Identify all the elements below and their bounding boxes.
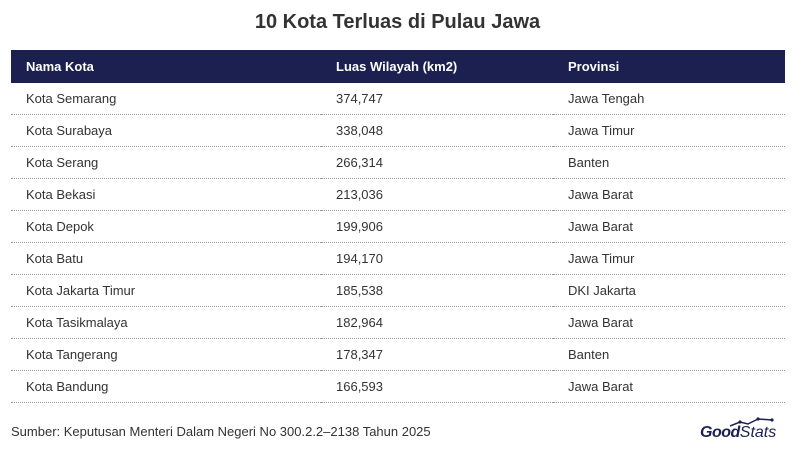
cell-area: 338,048 [321, 114, 553, 147]
table-row: Kota Bekasi 213,036 Jawa Barat [11, 178, 785, 211]
cell-city: Kota Surabaya [11, 114, 321, 147]
column-header-province: Provinsi [568, 59, 620, 74]
cell-province: Jawa Barat [553, 306, 785, 339]
logo-stats: Stats [739, 424, 777, 441]
cell-city: Kota Depok [11, 210, 321, 243]
table-row: Kota Bandung 166,593 Jawa Barat [11, 370, 785, 403]
cell-city: Kota Batu [11, 242, 321, 275]
table-header: Nama Kota Luas Wilayah (km2) Provinsi [11, 50, 785, 83]
cell-city: Kota Tangerang [11, 338, 321, 371]
cell-city: Kota Bekasi [11, 178, 321, 211]
cell-province: Jawa Barat [553, 210, 785, 243]
cell-area: 182,964 [321, 306, 553, 339]
goodstats-logo: GoodStats [700, 417, 788, 445]
logo-text: GoodStats [700, 424, 776, 442]
column-header-city: Nama Kota [26, 59, 94, 74]
table-row: Kota Tasikmalaya 182,964 Jawa Barat [11, 306, 785, 339]
cell-area: 374,747 [321, 83, 553, 115]
table-row: Kota Jakarta Timur 185,538 DKI Jakarta [11, 274, 785, 307]
column-header-area: Luas Wilayah (km2) [336, 59, 458, 74]
table-row: Kota Batu 194,170 Jawa Timur [11, 242, 785, 275]
chart-title: 10 Kota Terluas di Pulau Jawa [254, 11, 541, 33]
cell-city: Kota Bandung [11, 370, 321, 403]
table-row: Kota Surabaya 338,048 Jawa Timur [11, 114, 785, 147]
cell-city: Kota Semarang [11, 83, 321, 115]
cell-province: Banten [553, 338, 785, 371]
logo-good: Good [700, 424, 740, 441]
source-note: Sumber: Keputusan Menteri Dalam Negeri N… [11, 424, 431, 439]
trend-line-icon [729, 417, 774, 427]
cell-area: 194,170 [321, 242, 553, 275]
cell-area: 213,036 [321, 178, 553, 211]
cell-province: Jawa Timur [553, 242, 785, 275]
cell-province: Jawa Tengah [553, 83, 785, 115]
cell-area: 185,538 [321, 274, 553, 307]
cell-area: 178,347 [321, 338, 553, 371]
table-row: Kota Semarang 374,747 Jawa Tengah [11, 83, 785, 115]
cell-province: Jawa Barat [553, 370, 785, 403]
cell-city: Kota Jakarta Timur [11, 274, 321, 307]
cell-province: DKI Jakarta [553, 274, 785, 307]
table-row: Kota Serang 266,314 Banten [11, 146, 785, 179]
cell-area: 199,906 [321, 210, 553, 243]
table-row: Kota Tangerang 178,347 Banten [11, 338, 785, 371]
cell-province: Banten [553, 146, 785, 179]
table-row: Kota Depok 199,906 Jawa Barat [11, 210, 785, 243]
data-table: Nama Kota Luas Wilayah (km2) Provinsi Ko… [11, 50, 785, 403]
cell-province: Jawa Timur [553, 114, 785, 147]
cell-city: Kota Tasikmalaya [11, 306, 321, 339]
cell-city: Kota Serang [11, 146, 321, 179]
cell-province: Jawa Barat [553, 178, 785, 211]
cell-area: 266,314 [321, 146, 553, 179]
header-row: Nama Kota Luas Wilayah (km2) Provinsi [11, 50, 785, 83]
cell-area: 166,593 [321, 370, 553, 403]
table-body: Kota Semarang 374,747 Jawa Tengah Kota Sura… [11, 83, 785, 403]
